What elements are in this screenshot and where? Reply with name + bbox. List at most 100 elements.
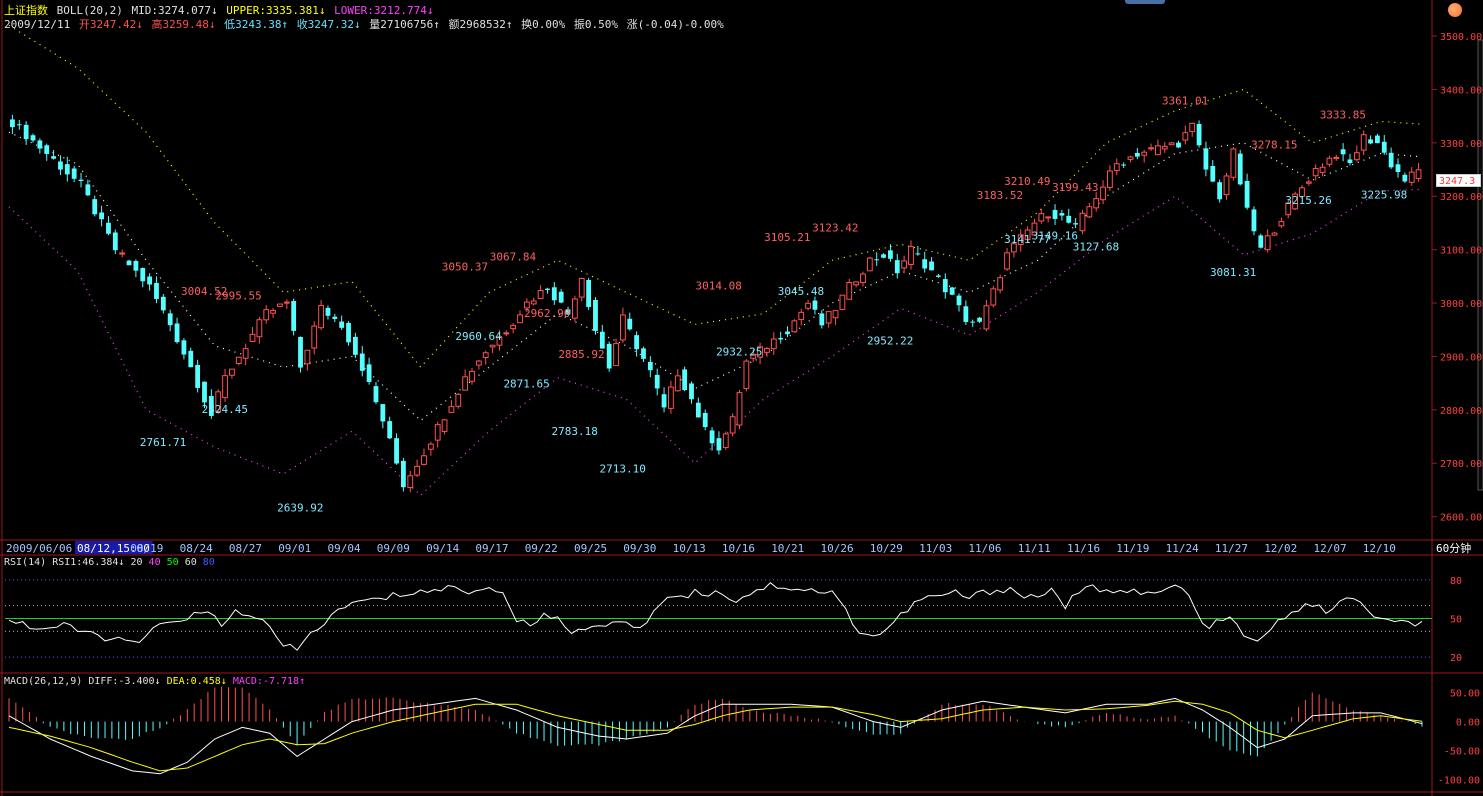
quote-turnover: 换0.00% [521, 18, 566, 31]
high-point-label: 3105.21 [764, 231, 810, 244]
price-axis-label: 2600.00 [1440, 513, 1482, 524]
candle-body [1066, 215, 1072, 223]
date-axis-label: 11/03 [919, 542, 952, 555]
quote-amplitude: 振0.50% [573, 18, 619, 31]
candle-body [92, 199, 98, 215]
candle-body [1161, 145, 1168, 150]
date-axis-label: 12/07 [1314, 542, 1347, 555]
candle-body [475, 360, 482, 366]
candle-body [1196, 124, 1202, 146]
candle-body [421, 455, 427, 465]
candle-body [551, 287, 557, 301]
low-point-label: 3045.48 [778, 285, 824, 298]
candle-body [126, 260, 132, 266]
macd-label: MACD(26,12,9) [4, 676, 83, 687]
date-axis-label: 10/21 [771, 542, 804, 555]
candle-body [530, 300, 537, 305]
candle-body [291, 300, 297, 331]
low-point-label: 3225.98 [1361, 188, 1407, 201]
candle-body [798, 311, 805, 321]
rsi-level-40: 40 [148, 557, 161, 568]
low-point-label: 2713.10 [599, 462, 645, 475]
corner-toggle-button[interactable] [1448, 3, 1462, 17]
candle-body [448, 406, 455, 413]
price-axis-label: 2900.00 [1440, 352, 1482, 363]
candle-body [908, 246, 914, 265]
quote-high: 高3259.48↓ [151, 18, 216, 31]
candle-body [689, 383, 694, 400]
candle-body [1415, 169, 1422, 179]
candle-body [215, 391, 222, 412]
candle-body [1073, 223, 1079, 225]
candle-body [606, 343, 612, 369]
low-point-label: 2932.25 [716, 345, 762, 358]
candle-body [881, 254, 886, 258]
candle-body [571, 298, 578, 319]
candle-body [1285, 202, 1292, 216]
candle-body [1278, 221, 1285, 227]
candle-body [619, 314, 626, 341]
candle-body [263, 309, 270, 321]
candle-body [1086, 206, 1093, 218]
price-axis-label: 2700.00 [1440, 459, 1482, 470]
candle-body [380, 404, 386, 422]
candle-body [455, 393, 462, 407]
candle-body [99, 212, 105, 220]
candle-body [318, 305, 324, 329]
candle-body [1100, 186, 1106, 201]
candle-body [860, 273, 866, 284]
high-point-label: 3050.37 [442, 260, 488, 273]
candle-body [936, 275, 941, 277]
date-axis-label: 09/04 [328, 542, 361, 555]
candle-body [174, 323, 180, 343]
candle-body [716, 438, 722, 451]
candle-body [674, 375, 681, 392]
candle-body [1271, 232, 1278, 236]
date-axis-label: 10/29 [870, 542, 903, 555]
candle-body [208, 396, 214, 416]
candle-body [427, 443, 434, 450]
candle-body [1258, 235, 1264, 248]
candle-body [188, 350, 194, 368]
high-point-label: 3199.43 [1052, 181, 1098, 194]
high-point-label: 3067.84 [490, 251, 537, 264]
candle-body [1319, 166, 1326, 173]
candle-body [339, 321, 345, 328]
candle-body [894, 260, 900, 274]
macd-header[interactable]: MACD(26,12,9) DIFF:-3.400↓ DEA:0.458↓ MA… [4, 676, 305, 688]
high-point-label: 3183.52 [977, 189, 1023, 202]
low-point-label: 2824.45 [202, 403, 248, 416]
quote-change: 涨(-0.04)-0.00% [626, 18, 724, 31]
candle-body [1010, 243, 1017, 253]
candle-body [30, 135, 36, 141]
candle-body [545, 288, 550, 291]
candle-body [304, 349, 311, 365]
candle-body [1134, 152, 1140, 157]
candle-body [1292, 193, 1299, 210]
candle-body [963, 306, 969, 322]
high-point-label: 3004.52 [181, 285, 227, 298]
date-axis-label: 09/01 [278, 542, 311, 555]
date-axis-label: 08/19 [130, 542, 163, 555]
candle-body [1017, 234, 1024, 246]
low-point-label: 3149.16 [1032, 229, 1078, 242]
candle-body [1121, 164, 1127, 166]
rsi-axis-label: 80 [1450, 576, 1462, 587]
window-tab-indicator[interactable] [1125, 0, 1165, 4]
macd-axis-label: 0.00 [1456, 718, 1480, 729]
candle-body [298, 336, 303, 368]
candle-body [1408, 171, 1415, 183]
index-name[interactable]: 上证指数 [4, 4, 48, 17]
date-axis-label: 09/22 [525, 542, 558, 555]
candle-body [942, 279, 948, 293]
candle-body [949, 287, 955, 295]
candle-body [537, 290, 544, 300]
candle-body [311, 325, 318, 349]
candle-body [661, 394, 667, 408]
candle-body [1375, 135, 1380, 144]
rsi-header[interactable]: RSI(14) RSI1:46.384↓ 20 40 50 60 80 [4, 557, 215, 569]
candle-body [853, 281, 860, 286]
rsi-label: RSI(14) [4, 557, 47, 568]
candle-body [956, 295, 962, 306]
